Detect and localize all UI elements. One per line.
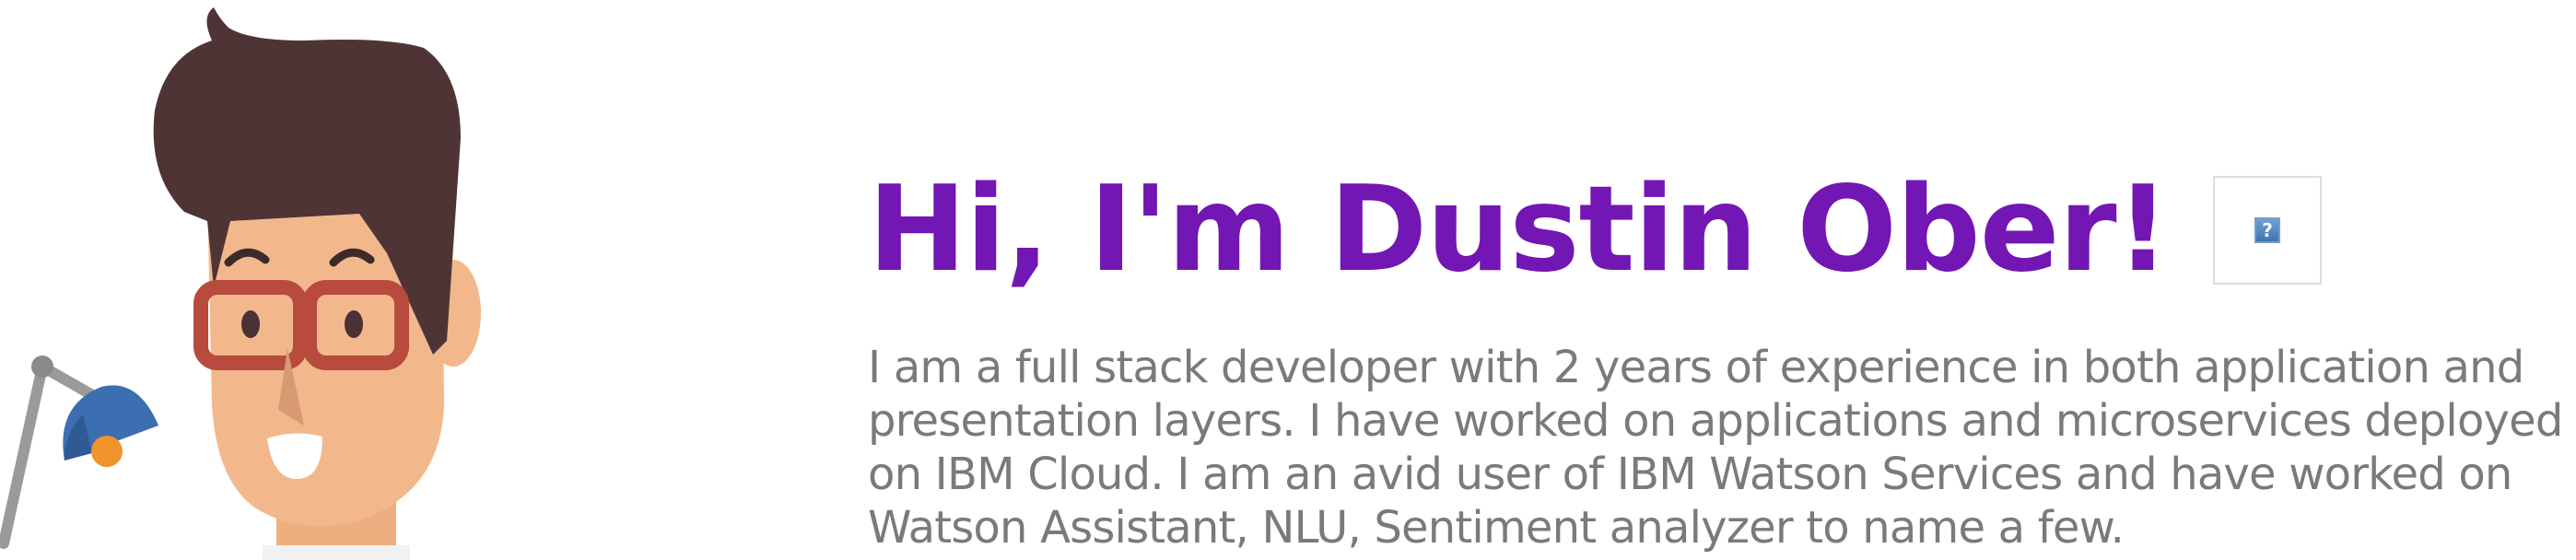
avatar-glasses-right-lens	[302, 280, 409, 370]
avatar-left-eyebrow	[224, 248, 270, 267]
lamp-bulb	[91, 436, 123, 467]
avatar-nose	[278, 348, 304, 426]
lamp-shade-inner	[64, 414, 92, 461]
avatar-right-eye	[345, 310, 363, 338]
developer-avatar-illustration	[0, 7, 481, 560]
avatar-mouth	[267, 433, 322, 479]
intro-content: Hi, I'm Dustin Ober! ? I am a full stack…	[868, 157, 2572, 554]
avatar-hair	[153, 7, 461, 355]
broken-image-glyph: ?	[2254, 217, 2280, 243]
avatar-right-eyebrow	[329, 248, 375, 267]
page-title: Hi, I'm Dustin Ober!	[868, 161, 2170, 298]
bio-paragraph: I am a full stack developer with 2 years…	[868, 342, 2563, 554]
avatar-left-eye	[241, 310, 260, 338]
avatar-collar	[263, 545, 410, 560]
avatar-glasses-left-lens	[193, 280, 308, 370]
lamp-joint	[31, 356, 53, 378]
title-row: Hi, I'm Dustin Ober! ?	[868, 157, 2572, 304]
lamp-arm	[0, 361, 48, 549]
broken-image-icon: ?	[2213, 176, 2322, 285]
